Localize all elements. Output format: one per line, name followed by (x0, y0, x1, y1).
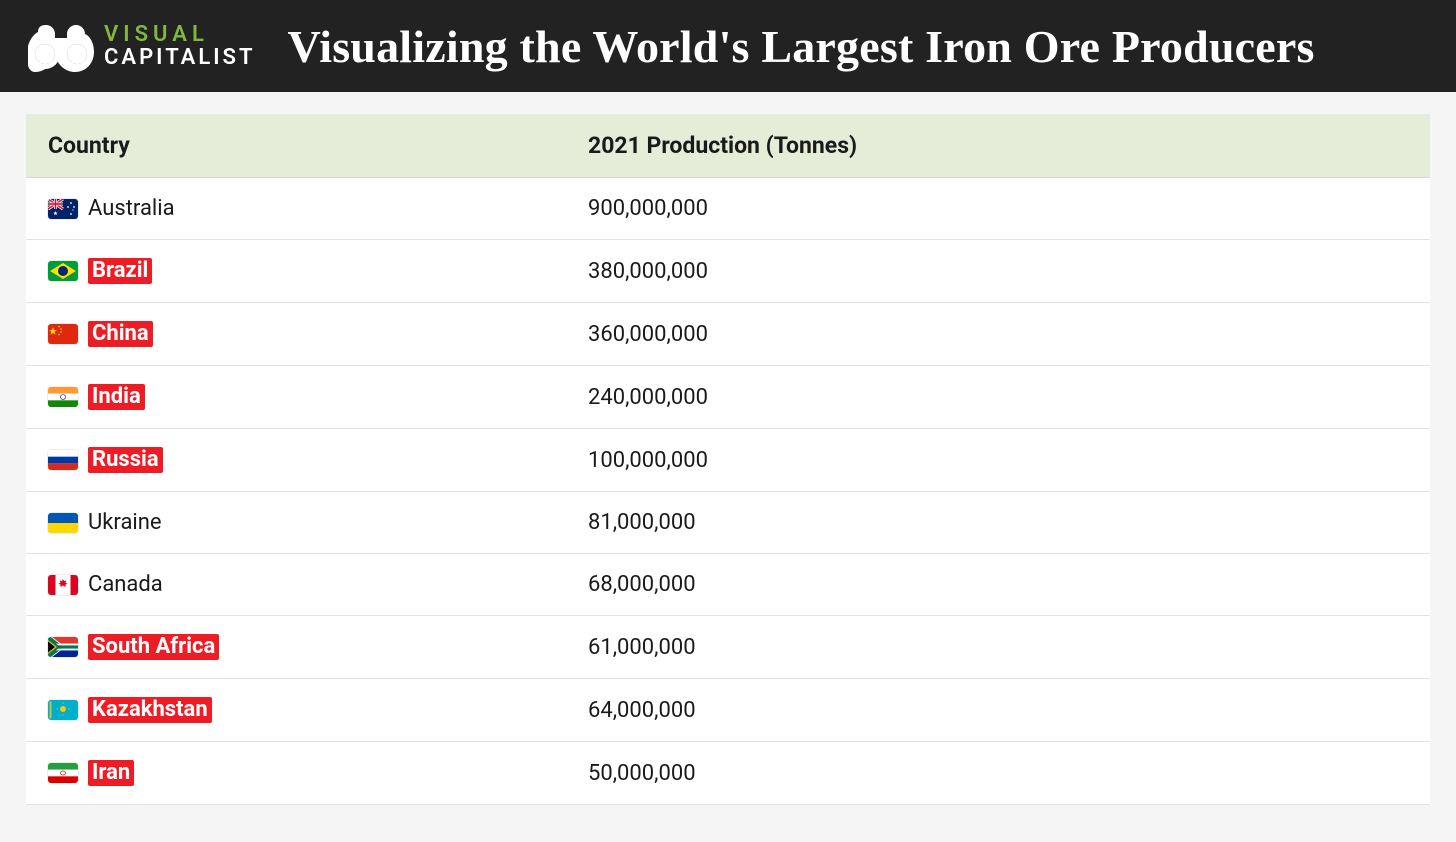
country-name: Australia (88, 196, 175, 221)
cell-country: Ukraine (26, 492, 566, 554)
page-header: VISUAL CAPITALIST Visualizing the World'… (0, 0, 1456, 92)
country-name: Iran (88, 760, 134, 786)
table-header-row: Country 2021 Production (Tonnes) (26, 114, 1430, 178)
table-row: Brazil 380,000,000 (26, 240, 1430, 303)
cell-country: Brazil (26, 240, 566, 303)
table-row: India 240,000,000 (26, 366, 1430, 429)
country-name: India (88, 384, 145, 410)
country-name: Brazil (88, 258, 152, 284)
table-row: China 360,000,000 (26, 303, 1430, 366)
table-row: South Africa 61,000,000 (26, 616, 1430, 679)
cell-production: 360,000,000 (566, 303, 1430, 366)
flag-cn-icon (48, 324, 78, 344)
cell-production: 61,000,000 (566, 616, 1430, 679)
cell-production: 240,000,000 (566, 366, 1430, 429)
table-row: Iran 50,000,000 (26, 742, 1430, 805)
table-row: Canada 68,000,000 (26, 554, 1430, 616)
brand-text-bottom: CAPITALIST (104, 46, 256, 69)
flag-ca-icon (48, 575, 78, 595)
cell-country: Canada (26, 554, 566, 616)
country-name: South Africa (88, 634, 219, 660)
flag-ru-icon (48, 450, 78, 470)
cell-production: 68,000,000 (566, 554, 1430, 616)
country-name: Kazakhstan (88, 697, 212, 723)
country-name: Canada (88, 572, 163, 597)
cell-country: China (26, 303, 566, 366)
flag-au-icon (48, 199, 78, 219)
flag-ir-icon (48, 763, 78, 783)
cell-country: India (26, 366, 566, 429)
table-row: Ukraine 81,000,000 (26, 492, 1430, 554)
cell-production: 81,000,000 (566, 492, 1430, 554)
table-container: Country 2021 Production (Tonnes) Austral… (0, 92, 1456, 805)
brand-text: VISUAL CAPITALIST (104, 23, 256, 69)
cell-production: 380,000,000 (566, 240, 1430, 303)
flag-kz-icon (48, 700, 78, 720)
table-row: Australia 900,000,000 (26, 178, 1430, 240)
brand-text-top: VISUAL (104, 23, 256, 46)
page-title: Visualizing the World's Largest Iron Ore… (288, 20, 1315, 73)
cell-country: Russia (26, 429, 566, 492)
country-name: Russia (88, 447, 163, 473)
cell-country: Iran (26, 742, 566, 805)
cell-country: Australia (26, 178, 566, 240)
country-name: Ukraine (88, 510, 162, 535)
col-country: Country (26, 114, 566, 178)
country-name: China (88, 321, 153, 347)
flag-ua-icon (48, 513, 78, 533)
cell-production: 50,000,000 (566, 742, 1430, 805)
cell-production: 64,000,000 (566, 679, 1430, 742)
cell-country: Kazakhstan (26, 679, 566, 742)
table-row: Russia 100,000,000 (26, 429, 1430, 492)
flag-za-icon (48, 637, 78, 657)
cell-production: 100,000,000 (566, 429, 1430, 492)
brand-logo: VISUAL CAPITALIST (28, 19, 256, 73)
col-production: 2021 Production (Tonnes) (566, 114, 1430, 178)
production-table: Country 2021 Production (Tonnes) Austral… (26, 114, 1430, 805)
table-row: Kazakhstan 64,000,000 (26, 679, 1430, 742)
binoculars-icon (28, 19, 94, 73)
flag-in-icon (48, 387, 78, 407)
cell-production: 900,000,000 (566, 178, 1430, 240)
cell-country: South Africa (26, 616, 566, 679)
flag-br-icon (48, 261, 78, 281)
